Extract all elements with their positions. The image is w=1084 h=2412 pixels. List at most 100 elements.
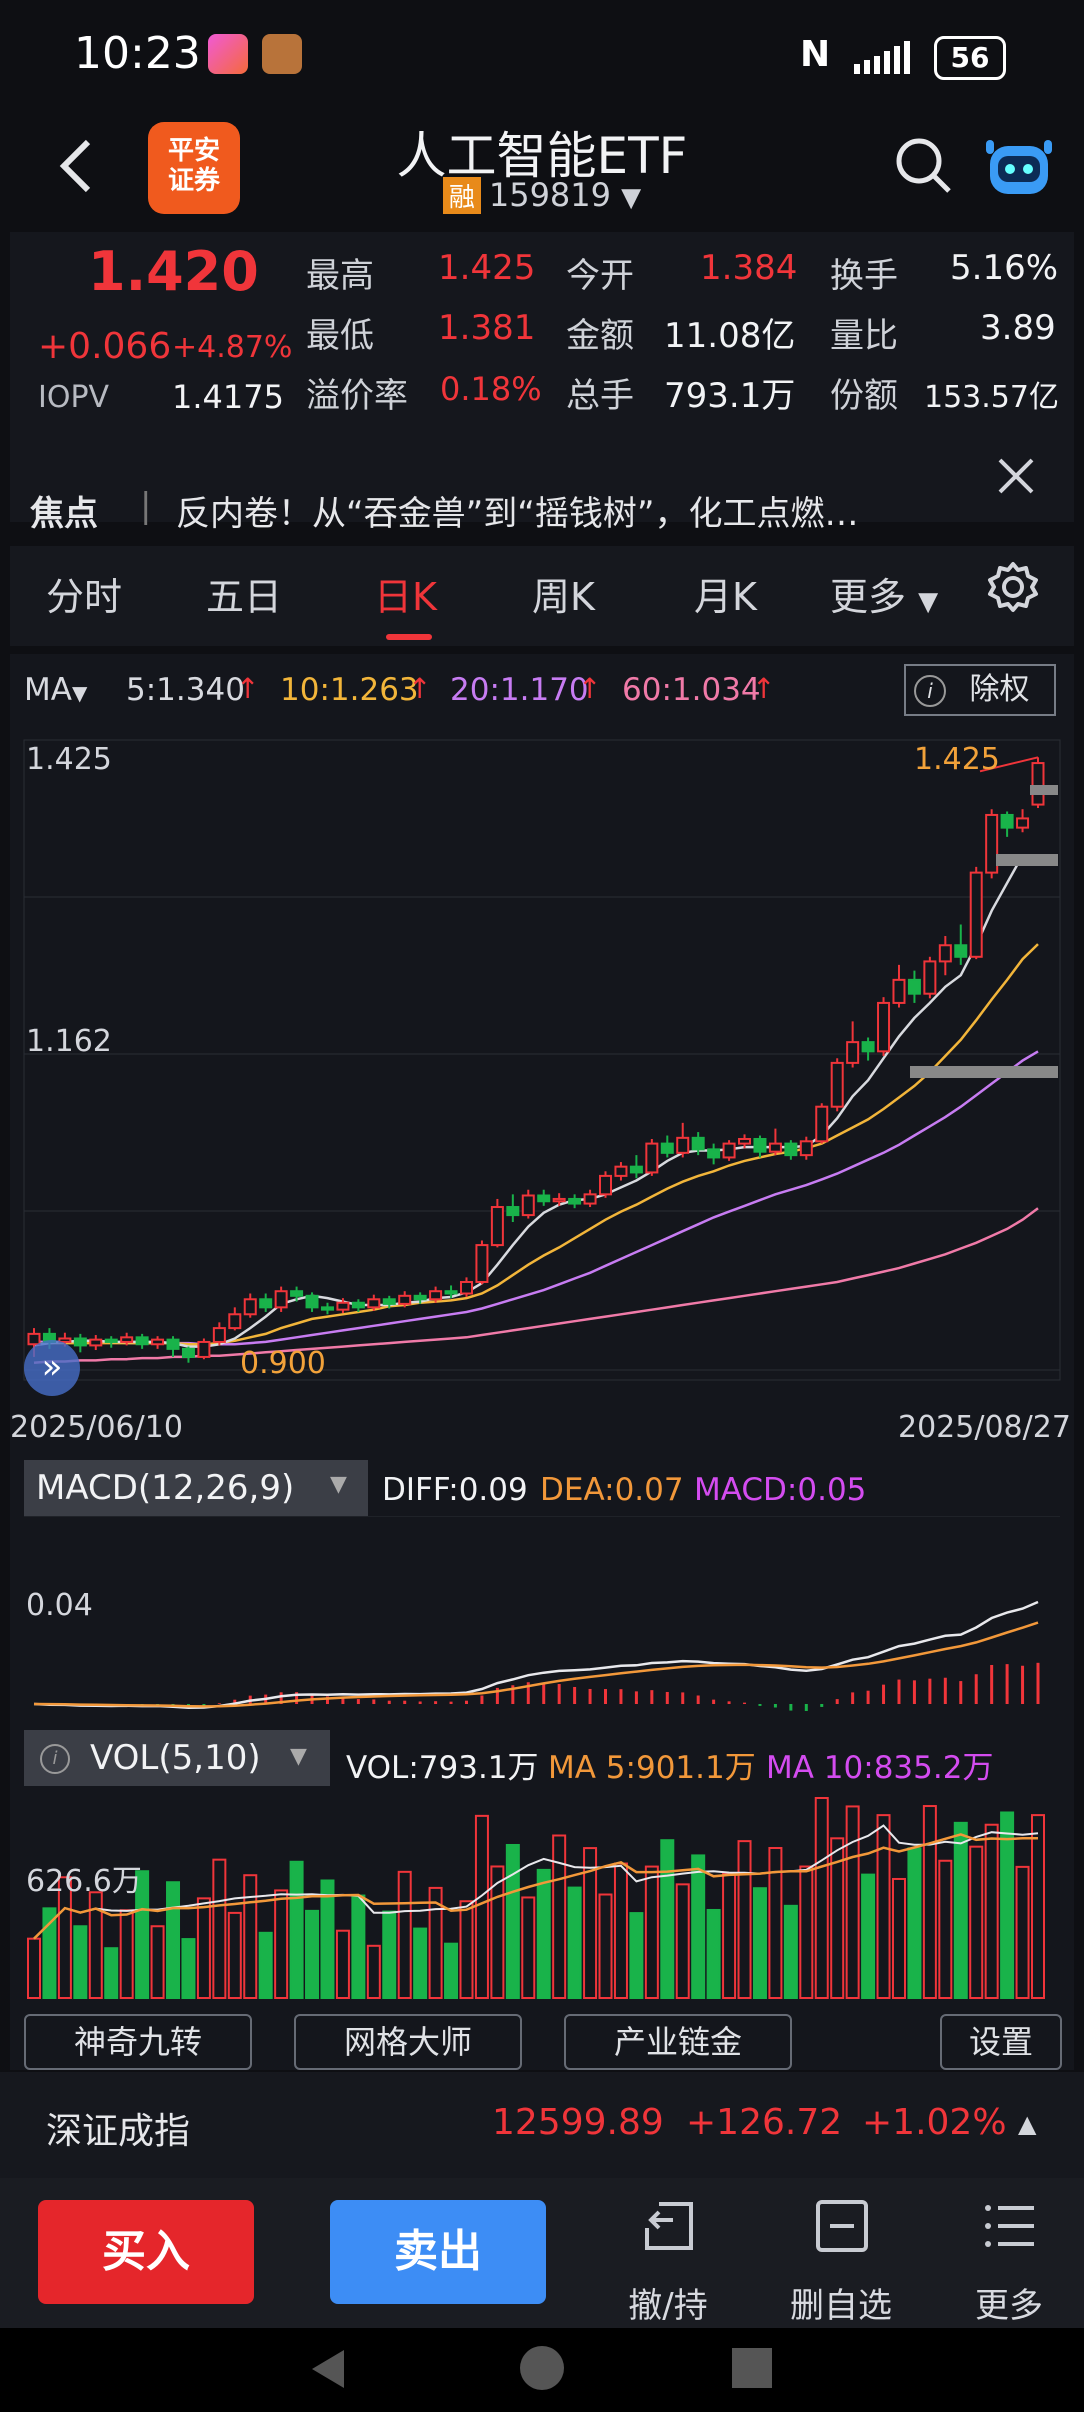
- tab-more[interactable]: 更多 ▼: [830, 566, 938, 621]
- macd-value: MACD:0.05: [694, 1472, 867, 1508]
- candle: [892, 964, 906, 1008]
- last-price: 1.420: [88, 240, 259, 303]
- candle: [367, 1294, 381, 1311]
- ma-selector[interactable]: MA▼: [24, 672, 87, 708]
- candle-body: [799, 1140, 813, 1157]
- index-change: +126.72: [686, 2102, 843, 2143]
- security-code: 159819: [488, 176, 611, 214]
- security-code-row[interactable]: 融 159819 ▼: [0, 176, 1084, 214]
- y-axis-mid-label: 1.162: [26, 1024, 112, 1059]
- candle: [521, 1189, 535, 1219]
- volume-selector[interactable]: [24, 1730, 330, 1786]
- chevron-left-icon: [59, 139, 91, 193]
- nav-back-button[interactable]: [308, 2346, 348, 2396]
- search-button[interactable]: [894, 136, 954, 200]
- candle: [846, 1021, 860, 1068]
- candle-body: [305, 1294, 319, 1309]
- quote-label-premium: 溢价率: [306, 376, 408, 416]
- nav-recents-button[interactable]: [732, 2348, 772, 2388]
- index-name: 深证成指: [46, 2111, 191, 2152]
- ex-rights-button[interactable]: i 除权: [904, 664, 1056, 716]
- candle-body: [212, 1327, 226, 1343]
- candle: [614, 1162, 628, 1181]
- chevron-up-icon[interactable]: ▲: [1018, 2110, 1037, 2138]
- candle: [73, 1333, 87, 1353]
- candle-body: [768, 1142, 782, 1153]
- chevron-down-icon: ▼: [330, 1472, 347, 1497]
- tool-grid-master[interactable]: 网格大师: [294, 2014, 522, 2070]
- tool-settings[interactable]: 设置: [940, 2014, 1062, 2070]
- buy-button[interactable]: 买入: [38, 2200, 254, 2304]
- ma10-up-arrow-icon: ↑: [408, 672, 432, 705]
- volume-bar: [57, 1876, 72, 1999]
- status-bar: [0, 0, 1084, 110]
- volume-bar: [119, 1909, 134, 1999]
- tab-intraday[interactable]: 分时: [46, 575, 123, 619]
- tab-five-day[interactable]: 五日: [206, 575, 283, 619]
- candle: [552, 1193, 566, 1206]
- status-time: 10:23: [74, 28, 201, 79]
- macd-diff: DIFF:0.09: [382, 1472, 528, 1508]
- news-close-button[interactable]: [996, 456, 1036, 500]
- period-tabs: [10, 546, 1074, 646]
- remove-watchlist-button[interactable]: [766, 2190, 916, 2320]
- chevron-down-icon: ▼: [290, 1744, 307, 1769]
- tab-daily-k[interactable]: 日K: [374, 575, 437, 619]
- volume-bar: [1031, 1814, 1045, 2000]
- chart-settings-button[interactable]: [986, 560, 1040, 618]
- candle: [351, 1299, 365, 1312]
- sell-button[interactable]: 卖出: [330, 2200, 546, 2304]
- ma5-line: [33, 854, 1038, 1348]
- candle-body: [1000, 813, 1014, 829]
- volume-bar: [552, 1834, 567, 1999]
- tab-monthly-k[interactable]: 月K: [694, 575, 757, 619]
- macd-selector[interactable]: [24, 1460, 368, 1516]
- candle-body: [877, 1001, 891, 1053]
- cancel-hold-button[interactable]: [593, 2190, 743, 2320]
- candle: [691, 1132, 705, 1156]
- volume-bar: [799, 1865, 814, 2000]
- candle: [243, 1293, 257, 1318]
- nav-home-button[interactable]: [520, 2346, 564, 2390]
- candle: [151, 1336, 165, 1349]
- kline-chart[interactable]: [0, 730, 1084, 1410]
- volume-bar: [752, 1887, 767, 1999]
- volume-bar: [181, 1938, 196, 1999]
- tool-nine-turn[interactable]: 神奇九转: [24, 2014, 252, 2070]
- candle-body: [614, 1165, 628, 1177]
- news-ticker[interactable]: [10, 432, 1074, 522]
- news-headline[interactable]: 反内卷！从“吞金兽”到“摇钱树”，化工点燃…: [176, 494, 859, 534]
- news-divider: |: [140, 486, 152, 526]
- volume-bar: [644, 1865, 659, 1999]
- tab-weekly-k[interactable]: 周K: [532, 575, 595, 619]
- candle: [120, 1332, 134, 1346]
- candle-body: [490, 1206, 504, 1247]
- back-button[interactable]: [56, 136, 96, 212]
- candle: [290, 1286, 304, 1302]
- candle: [506, 1194, 520, 1223]
- assistant-button[interactable]: [984, 136, 1054, 204]
- candle: [104, 1336, 118, 1348]
- candle: [537, 1189, 551, 1206]
- candle-body: [753, 1137, 767, 1153]
- index-ticker-bar[interactable]: [0, 2072, 1084, 2178]
- y-axis-top-label: 1.425: [26, 742, 112, 777]
- expand-button[interactable]: »: [24, 1340, 80, 1396]
- quote-value-shares: 153.57亿: [924, 380, 1059, 415]
- candle: [212, 1322, 226, 1346]
- double-chevron-right-icon: »: [41, 1347, 63, 1387]
- candle: [753, 1135, 767, 1158]
- min-price-label: 0.900: [240, 1346, 326, 1381]
- volume-bar: [536, 1868, 551, 1999]
- candle: [181, 1346, 195, 1363]
- volume-bar: [73, 1925, 88, 1999]
- tool-industry-chain[interactable]: 产业链金: [564, 2014, 792, 2070]
- more-actions-button[interactable]: [934, 2190, 1084, 2320]
- volume-chart[interactable]: [0, 1786, 1084, 2000]
- broker-logo[interactable]: 平安 证券: [148, 122, 240, 214]
- remove-watchlist-label: 删自选: [790, 2286, 892, 2326]
- volume-bar: [984, 1823, 999, 1999]
- candle-body: [475, 1244, 489, 1283]
- macd-chart[interactable]: [0, 1516, 1084, 1726]
- candle-body: [367, 1298, 381, 1309]
